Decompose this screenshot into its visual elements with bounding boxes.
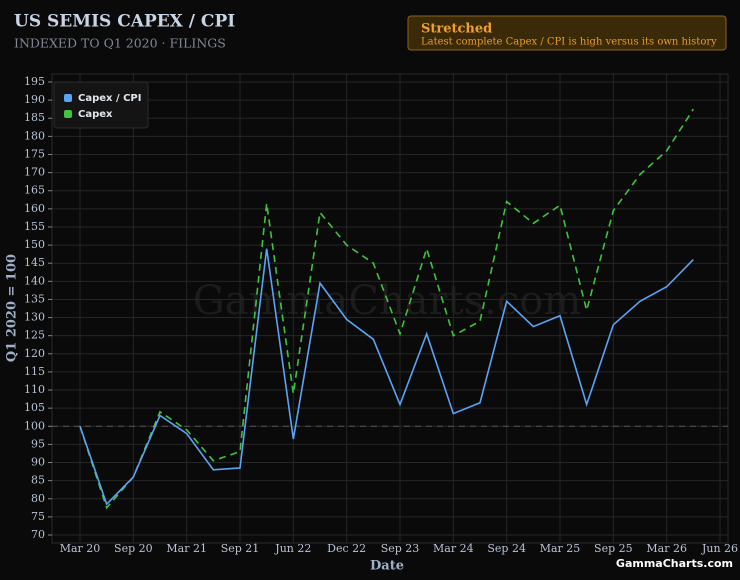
plot-frame [51,73,729,544]
x-tick-label: Sep 20 [114,542,153,555]
x-tick-label: Dec 22 [327,542,366,555]
y-tick-label: 195 [24,75,45,88]
chart-subtitle: INDEXED TO Q1 2020 · FILINGS [14,36,226,51]
x-tick-label: Jun 22 [274,542,311,555]
y-tick-label: 115 [24,365,45,378]
y-tick-label: 185 [24,111,45,124]
legend-swatch [64,94,72,102]
y-tick-label: 165 [24,184,45,197]
legend-label: Capex / CPI [78,93,141,104]
y-tick-label: 75 [31,510,45,523]
x-tick-label: Sep 23 [381,542,420,555]
x-tick-label: Jun 26 [701,542,738,555]
y-tick-label: 180 [24,129,45,142]
y-tick-label: 85 [31,474,45,487]
y-tick-label: 145 [24,256,45,269]
legend-swatch [64,110,72,118]
series-line [79,108,695,510]
annotation-title: Stretched [421,22,492,37]
y-tick-label: 95 [31,437,45,450]
y-tick-label: 175 [24,147,45,160]
x-tick-label: Mar 21 [166,542,207,555]
x-tick-label: Mar 24 [433,542,474,555]
chart-title: US SEMIS CAPEX / CPI [14,12,235,32]
legend-label: Capex [78,109,113,120]
y-tick-label: 100 [24,419,45,432]
y-tick-label: 170 [24,166,45,179]
y-tick-label: 90 [31,456,45,469]
x-tick-label: Sep 21 [221,542,260,555]
x-axis-label: Date [370,559,404,574]
annotation-box [407,15,727,51]
y-tick-label: 125 [24,329,45,342]
x-tick-label: Sep 24 [487,542,526,555]
y-axis-label: Q1 2020 = 100 [5,254,20,362]
x-tick-label: Mar 25 [540,542,581,555]
y-tick-label: 155 [24,220,45,233]
y-tick-label: 80 [31,492,45,505]
y-tick-label: 120 [24,347,45,360]
y-tick-label: 130 [24,311,45,324]
y-tick-label: 160 [24,202,45,215]
y-tick-label: 140 [24,274,45,287]
y-tick-label: 110 [24,383,45,396]
x-tick-label: Mar 26 [646,542,687,555]
y-tick-label: 150 [24,238,45,251]
y-tick-label: 190 [24,93,45,106]
y-tick-label: 135 [24,292,45,305]
legend-box [53,81,149,129]
x-tick-label: Mar 20 [60,542,101,555]
y-tick-label: 70 [31,528,45,541]
x-tick-label: Sep 25 [594,542,633,555]
annotation-text: Latest complete Capex / CPI is high vers… [421,37,717,48]
series-line [79,248,694,506]
y-tick-label: 105 [24,401,45,414]
credit: GammaCharts.com [616,557,733,570]
